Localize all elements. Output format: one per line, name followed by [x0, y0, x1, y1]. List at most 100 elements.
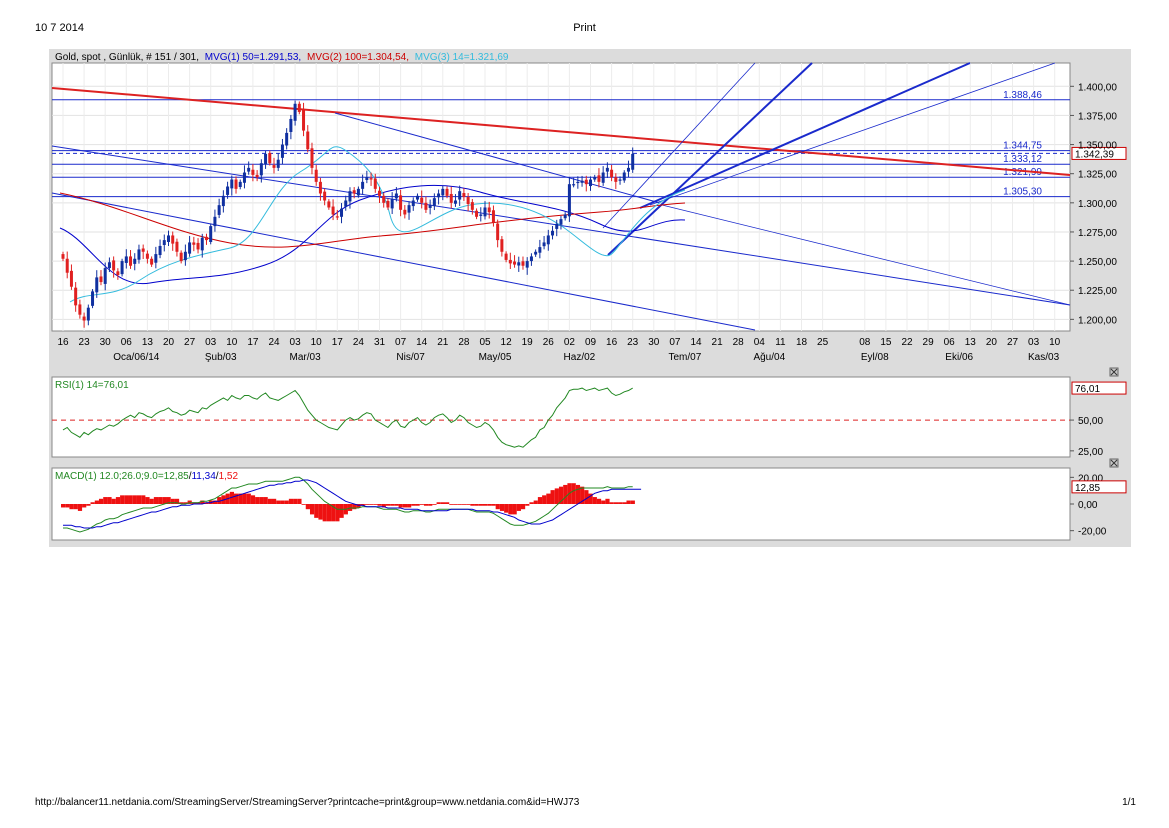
macd-histogram-bar	[474, 504, 479, 506]
candle-body	[589, 179, 592, 187]
candle-body	[580, 180, 584, 183]
date-tick-label: 28	[458, 337, 470, 348]
price-tick-label: 1.325,00	[1078, 170, 1117, 181]
macd-histogram-bar	[588, 493, 593, 504]
macd-line	[63, 476, 633, 533]
candle-body	[221, 195, 225, 207]
mvg50-line	[59, 184, 686, 285]
candle-body	[78, 304, 82, 315]
macd-last-label: 12,85	[1075, 483, 1100, 494]
date-tick-label: 16	[57, 337, 69, 348]
macd-histogram-bar	[508, 504, 513, 515]
date-tick-label: 04	[754, 337, 766, 348]
rsi-plot: 76,01	[62, 381, 1127, 448]
candle-body	[259, 163, 263, 176]
date-tick-label: 08	[859, 337, 871, 348]
candle-body	[183, 251, 187, 261]
macd-histogram-bar	[309, 504, 315, 515]
macd-histogram-bar	[415, 504, 420, 506]
candle-body	[466, 197, 470, 204]
candle-body	[61, 254, 65, 259]
candlesticks	[61, 100, 635, 328]
close-icon[interactable]	[1109, 458, 1119, 468]
candle-body	[415, 195, 419, 200]
candle-body	[361, 181, 365, 189]
macd-signal-line	[63, 479, 642, 529]
macd-histogram-bar	[339, 504, 344, 518]
date-tick-label: 21	[437, 337, 449, 348]
candle-body	[318, 181, 322, 194]
macd-histogram-bar	[326, 504, 332, 522]
macd-histogram-bar	[563, 484, 568, 504]
date-tick-label: 31	[374, 337, 386, 348]
price-tick-label: 1.250,00	[1078, 257, 1117, 268]
price-tick-label: 1.200,00	[1078, 315, 1117, 326]
date-tick-label: 27	[184, 337, 196, 348]
date-tick-label: 30	[100, 337, 112, 348]
candle-body	[369, 178, 373, 180]
candle-body	[475, 210, 479, 217]
month-label: Kas/03	[1028, 352, 1060, 363]
candle-body	[390, 199, 394, 209]
macd-histogram-bar	[272, 498, 277, 504]
candle-body	[428, 205, 432, 208]
macd-histogram-bar	[69, 504, 74, 510]
macd-histogram-bar	[234, 493, 239, 504]
candle-body	[513, 261, 517, 265]
candle-body	[529, 256, 533, 262]
macd-histogram-bar	[432, 504, 437, 505]
moving-averages	[59, 146, 686, 303]
candle-body	[500, 239, 504, 252]
date-tick-label: 14	[416, 337, 428, 348]
candle-body	[534, 251, 538, 255]
candle-body	[462, 193, 466, 197]
macd-histogram-bar	[128, 495, 133, 504]
macd-histogram-bar	[571, 483, 576, 504]
chart-legend: Gold, spot , Günlük, # 151 / 301, MVG(1)…	[55, 52, 509, 63]
candle-body	[154, 254, 158, 263]
macd-histogram-bar	[335, 504, 340, 522]
candle-body	[399, 195, 403, 210]
macd-histogram-bar	[461, 504, 467, 505]
candle-body	[458, 191, 462, 200]
candle-body	[437, 193, 441, 198]
macd-histogram-bar	[166, 497, 171, 504]
macd-histogram-bar	[466, 504, 471, 505]
macd-histogram-bar	[516, 504, 521, 511]
candle-body	[567, 184, 571, 217]
macd-histogram-bar	[592, 497, 597, 504]
close-icon[interactable]	[1109, 367, 1119, 377]
candle-body	[394, 193, 398, 199]
date-tick-label: 25	[817, 337, 829, 348]
macd-histogram-bar	[533, 500, 538, 504]
macd-histogram-bar	[141, 495, 146, 504]
macd-histogram-bar	[174, 498, 180, 504]
macd-histogram-bar	[550, 490, 555, 504]
date-tick-label: 21	[712, 337, 724, 348]
macd-histogram-bar	[115, 497, 121, 504]
candle-body	[285, 132, 289, 146]
mvg100-line	[59, 192, 686, 248]
candle-body	[293, 103, 297, 121]
date-tick-label: 13	[965, 337, 977, 348]
macd-last-box	[1071, 480, 1127, 494]
rsi-last-box	[1071, 381, 1127, 395]
candle-body	[601, 172, 605, 183]
candle-body	[137, 249, 141, 260]
candle-body	[264, 153, 268, 165]
date-tick-label: 17	[247, 337, 259, 348]
date-tick-label: 12	[501, 337, 513, 348]
level-label: 1.344,75	[1003, 141, 1042, 152]
candle-body	[196, 242, 200, 250]
candle-body	[597, 175, 601, 182]
macd-histogram-bar	[483, 504, 488, 506]
candle-body	[403, 209, 407, 215]
level-label: 1.305,30	[1003, 187, 1042, 198]
macd-histogram-bar	[529, 502, 534, 504]
macd-histogram-bar	[263, 497, 268, 504]
candle-body	[310, 148, 314, 168]
date-tick-label: 20	[163, 337, 175, 348]
fan-line-3	[639, 62, 971, 209]
macd-histogram-bar	[86, 504, 91, 506]
candle-body	[276, 159, 280, 168]
